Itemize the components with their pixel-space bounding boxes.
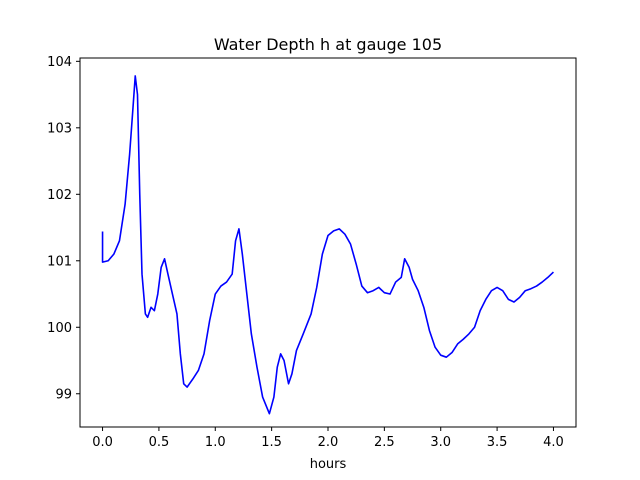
x-tick-label: 1.0 xyxy=(205,435,226,450)
series-line xyxy=(101,75,554,415)
y-tick-label: 103 xyxy=(47,121,72,136)
x-tick-label: 0.5 xyxy=(149,435,170,450)
x-tick-label: 3.5 xyxy=(487,435,508,450)
x-axis-label: hours xyxy=(310,457,347,472)
x-tick-label: 1.5 xyxy=(261,435,282,450)
y-tick-label: 99 xyxy=(55,387,72,402)
x-tick-label: 2.5 xyxy=(374,435,395,450)
x-tick-label: 4.0 xyxy=(543,435,564,450)
y-tick-label: 104 xyxy=(47,55,72,70)
x-tick-label: 2.0 xyxy=(318,435,339,450)
y-tick-label: 100 xyxy=(47,321,72,336)
y-tick-label: 102 xyxy=(47,188,72,203)
chart-title: Water Depth h at gauge 105 xyxy=(214,35,442,54)
x-tick-label: 0.0 xyxy=(92,435,113,450)
y-tick-label: 101 xyxy=(47,254,72,269)
plot-frame xyxy=(79,57,577,428)
x-tick-label: 3.0 xyxy=(430,435,451,450)
